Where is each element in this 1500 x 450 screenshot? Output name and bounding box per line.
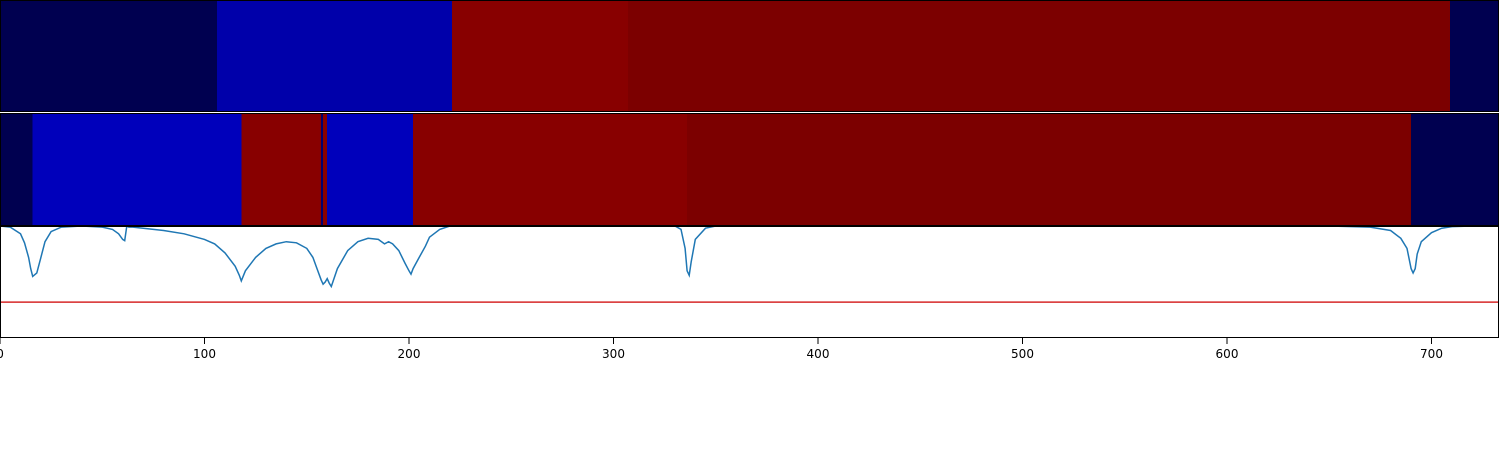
segment-1-1 [216,0,452,112]
boundary-score-line [0,224,1499,289]
segment-2-1 [32,113,242,226]
x-tick-label-100: 100 [193,347,216,361]
segmentation-track-1 [0,0,1499,112]
panel-frame-2 [0,113,1499,226]
segment-1-0 [0,0,217,112]
panel-frame-1 [0,0,1499,112]
x-tick-label-500: 500 [1011,347,1034,361]
segment-2-4 [323,113,328,226]
segment-2-5 [327,113,414,226]
x-axis: 0 100 200 300 400 500 600 700 [0,338,1443,361]
panel-frames [0,0,1499,338]
segment-1-2 [451,0,628,112]
panel-frame-3 [0,226,1499,338]
x-tick-label-400: 400 [807,347,830,361]
segment-2-7 [687,113,1412,226]
segment-1-3 [627,0,1450,112]
segment-1-4 [1449,0,1499,112]
segmentation-track-2 [0,113,1499,226]
x-tick-label-600: 600 [1216,347,1239,361]
segment-2-6 [413,113,688,226]
segment-2-3 [321,113,324,226]
x-tick-label-700: 700 [1420,347,1443,361]
x-tick-label-300: 300 [602,347,625,361]
segment-2-8 [1411,113,1499,226]
x-tick-label-0: 0 [0,347,4,361]
boundary-score-plot [0,224,1499,303]
x-tick-label-200: 200 [398,347,421,361]
segment-2-2 [241,113,322,226]
segment-2-0 [0,113,33,226]
